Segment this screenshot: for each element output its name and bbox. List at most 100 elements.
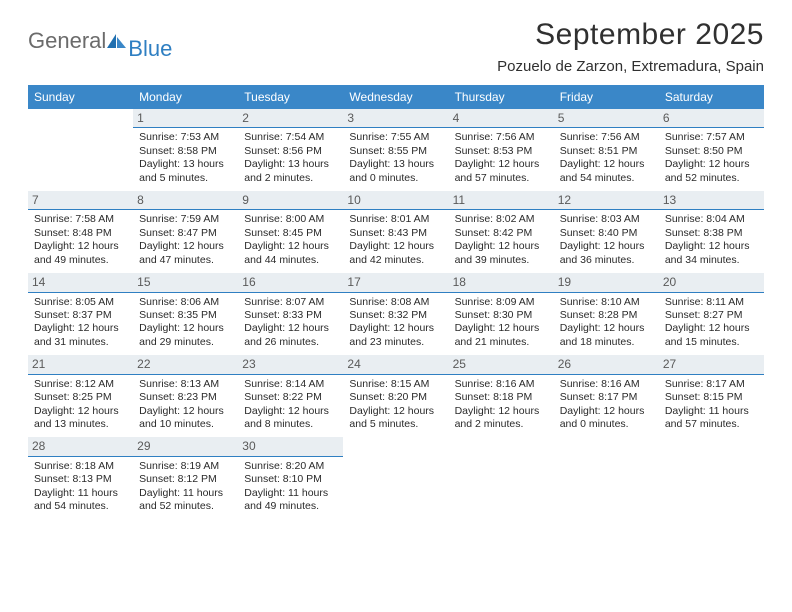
day-number: 25 [449, 355, 554, 374]
brand-prefix: General [28, 28, 106, 53]
day-number: 6 [659, 109, 764, 128]
sunrise-line: Sunrise: 7:59 AM [139, 213, 232, 226]
calendar-cell: 14Sunrise: 8:05 AMSunset: 8:37 PMDayligh… [28, 273, 133, 355]
calendar-cell: 25 Sunrise: 8:16 AMSunset: 8:18 PMDayligh… [449, 355, 554, 437]
brand-suffix: Blue [128, 38, 172, 60]
daylight-line: Daylight: 12 hours and 47 minutes. [139, 240, 232, 267]
daylight-line: Daylight: 12 hours and 39 minutes. [455, 240, 548, 267]
daylight-line: Daylight: 12 hours and 26 minutes. [244, 322, 337, 349]
sunrise-line: Sunrise: 8:10 AM [560, 296, 653, 309]
sunset-line: Sunset: 8:55 PM [349, 145, 442, 158]
sunrise-line: Sunrise: 8:00 AM [244, 213, 337, 226]
day-number: 11 [449, 191, 554, 210]
calendar-cell: 29Sunrise: 8:19 AMSunset: 8:12 PMDayligh… [133, 437, 238, 519]
sunrise-line: Sunrise: 8:05 AM [34, 296, 127, 309]
sunset-line: Sunset: 8:38 PM [665, 227, 758, 240]
sunrise-line: Sunrise: 8:16 AM [560, 378, 653, 391]
daylight-line: Daylight: 12 hours and 42 minutes. [349, 240, 442, 267]
calendar-cell: 10Sunrise: 8:01 AMSunset: 8:43 PMDayligh… [343, 191, 448, 273]
day-number: 10 [343, 191, 448, 210]
sunset-line: Sunset: 8:28 PM [560, 309, 653, 322]
day-number: 17 [343, 273, 448, 292]
day-number: 3 [343, 109, 448, 128]
location-label: Pozuelo de Zarzon, Extremadura, Spain [497, 58, 764, 75]
day-number: 20 [659, 273, 764, 292]
daylight-line: Daylight: 12 hours and 21 minutes. [455, 322, 548, 349]
day-number: 15 [133, 273, 238, 292]
sunset-line: Sunset: 8:35 PM [139, 309, 232, 322]
calendar-cell: 11Sunrise: 8:02 AMSunset: 8:42 PMDayligh… [449, 191, 554, 273]
sunset-line: Sunset: 8:40 PM [560, 227, 653, 240]
daylight-line: Daylight: 12 hours and 54 minutes. [560, 158, 653, 185]
sunrise-line: Sunrise: 8:15 AM [349, 378, 442, 391]
day-number: 4 [449, 109, 554, 128]
sunrise-line: Sunrise: 7:58 AM [34, 213, 127, 226]
sunrise-line: Sunrise: 8:08 AM [349, 296, 442, 309]
day-number: 28 [28, 437, 133, 456]
weekday-header: Saturday [659, 85, 764, 109]
day-number: 7 [28, 191, 133, 210]
sunset-line: Sunset: 8:13 PM [34, 473, 127, 486]
calendar-cell: 2Sunrise: 7:54 AMSunset: 8:56 PMDaylight… [238, 109, 343, 191]
sunrise-line: Sunrise: 7:57 AM [665, 131, 758, 144]
sunrise-line: Sunrise: 8:06 AM [139, 296, 232, 309]
brand-logo: General Blue [28, 18, 172, 60]
calendar-cell [449, 437, 554, 519]
daylight-line: Daylight: 12 hours and 31 minutes. [34, 322, 127, 349]
sunset-line: Sunset: 8:20 PM [349, 391, 442, 404]
calendar-cell: 18Sunrise: 8:09 AMSunset: 8:30 PMDayligh… [449, 273, 554, 355]
daylight-line: Daylight: 13 hours and 0 minutes. [349, 158, 442, 185]
day-number: 18 [449, 273, 554, 292]
sunrise-line: Sunrise: 7:56 AM [560, 131, 653, 144]
sunrise-line: Sunrise: 8:14 AM [244, 378, 337, 391]
sunrise-line: Sunrise: 8:16 AM [455, 378, 548, 391]
daylight-line: Daylight: 12 hours and 5 minutes. [349, 405, 442, 432]
daylight-line: Daylight: 12 hours and 36 minutes. [560, 240, 653, 267]
calendar-cell: 27Sunrise: 8:17 AMSunset: 8:15 PMDayligh… [659, 355, 764, 437]
day-number: 8 [133, 191, 238, 210]
calendar-cell: 26Sunrise: 8:16 AMSunset: 8:17 PMDayligh… [554, 355, 659, 437]
sunset-line: Sunset: 8:32 PM [349, 309, 442, 322]
sunrise-line: Sunrise: 7:55 AM [349, 131, 442, 144]
calendar-cell: 4Sunrise: 7:56 AMSunset: 8:53 PMDaylight… [449, 109, 554, 191]
daylight-line: Daylight: 11 hours and 54 minutes. [34, 487, 127, 514]
day-number: 5 [554, 109, 659, 128]
sunset-line: Sunset: 8:12 PM [139, 473, 232, 486]
calendar-cell: 17 Sunrise: 8:08 AMSunset: 8:32 PMDayligh… [343, 273, 448, 355]
daylight-line: Daylight: 12 hours and 18 minutes. [560, 322, 653, 349]
calendar-cell: 24 Sunrise: 8:15 AMSunset: 8:20 PMDayligh… [343, 355, 448, 437]
sunrise-line: Sunrise: 8:17 AM [665, 378, 758, 391]
sunset-line: Sunset: 8:23 PM [139, 391, 232, 404]
calendar-cell [28, 109, 133, 191]
daylight-line: Daylight: 12 hours and 49 minutes. [34, 240, 127, 267]
daylight-line: Daylight: 12 hours and 29 minutes. [139, 322, 232, 349]
daylight-line: Daylight: 11 hours and 52 minutes. [139, 487, 232, 514]
sunset-line: Sunset: 8:15 PM [665, 391, 758, 404]
day-number: 22 [133, 355, 238, 374]
calendar-cell: 6Sunrise: 7:57 AMSunset: 8:50 PMDaylight… [659, 109, 764, 191]
day-number: 19 [554, 273, 659, 292]
daylight-line: Daylight: 12 hours and 2 minutes. [455, 405, 548, 432]
sunset-line: Sunset: 8:18 PM [455, 391, 548, 404]
calendar-cell: 12Sunrise: 8:03 AMSunset: 8:40 PMDayligh… [554, 191, 659, 273]
sunrise-line: Sunrise: 8:11 AM [665, 296, 758, 309]
daylight-line: Daylight: 12 hours and 23 minutes. [349, 322, 442, 349]
weekday-header: Sunday [28, 85, 133, 109]
day-number: 24 [343, 355, 448, 374]
sunset-line: Sunset: 8:33 PM [244, 309, 337, 322]
calendar-cell: 15 Sunrise: 8:06 AMSunset: 8:35 PMDayligh… [133, 273, 238, 355]
sunrise-line: Sunrise: 8:12 AM [34, 378, 127, 391]
sail-icon [107, 32, 127, 54]
sunset-line: Sunset: 8:27 PM [665, 309, 758, 322]
sunrise-line: Sunrise: 8:19 AM [139, 460, 232, 473]
sunrise-line: Sunrise: 8:04 AM [665, 213, 758, 226]
day-number: 13 [659, 191, 764, 210]
daylight-line: Daylight: 13 hours and 2 minutes. [244, 158, 337, 185]
sunset-line: Sunset: 8:47 PM [139, 227, 232, 240]
daylight-line: Daylight: 13 hours and 5 minutes. [139, 158, 232, 185]
daylight-line: Daylight: 12 hours and 34 minutes. [665, 240, 758, 267]
calendar-cell: 28Sunrise: 8:18 AMSunset: 8:13 PMDayligh… [28, 437, 133, 519]
calendar-cell: 5Sunrise: 7:56 AMSunset: 8:51 PMDaylight… [554, 109, 659, 191]
sunrise-line: Sunrise: 8:01 AM [349, 213, 442, 226]
sunset-line: Sunset: 8:53 PM [455, 145, 548, 158]
